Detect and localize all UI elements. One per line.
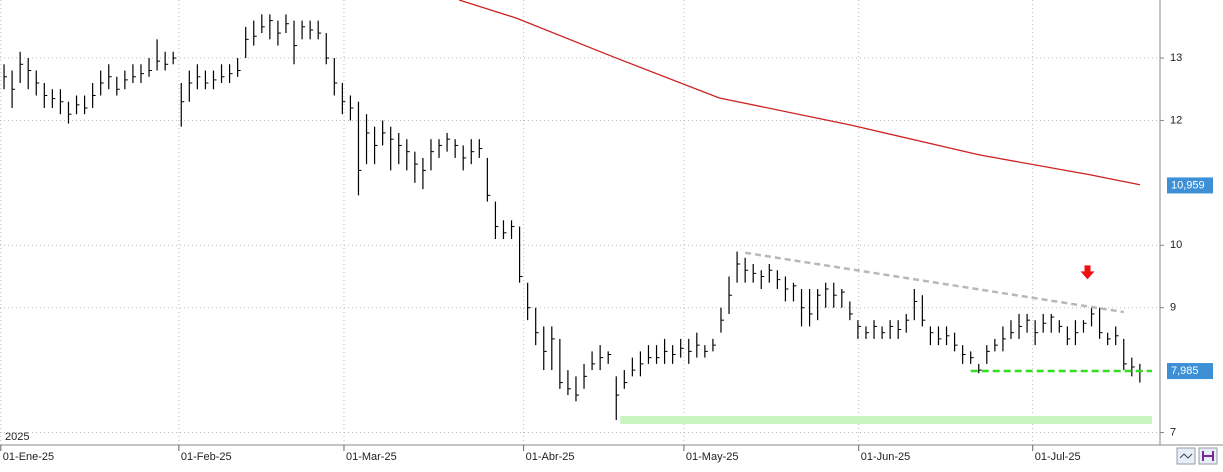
y-tick-label: 10 xyxy=(1170,239,1182,251)
zoom-icon xyxy=(1179,453,1193,459)
y-tick-label: 13 xyxy=(1170,52,1182,64)
y-tick-label: 7 xyxy=(1170,426,1176,438)
y-tick-label: 9 xyxy=(1170,302,1176,314)
support-zone xyxy=(620,416,1152,425)
x-tick-label: 01-May-25 xyxy=(686,451,739,463)
price-label: 7,985 xyxy=(1171,365,1199,377)
y-tick-label: 12 xyxy=(1170,114,1182,126)
x-tick-label: 01-Ene-25 xyxy=(3,451,54,463)
price-label-box xyxy=(1167,177,1213,194)
home-icon xyxy=(1202,451,1214,461)
moving-average xyxy=(458,0,1140,186)
toolbar xyxy=(1176,447,1218,465)
price-label: 10,959 xyxy=(1171,179,1205,191)
arrow xyxy=(1080,265,1095,280)
x-tick-label: 01-Feb-25 xyxy=(181,451,232,463)
x-tick-label: 01-Jul-25 xyxy=(1035,451,1081,463)
trendline xyxy=(744,251,1124,314)
x-tick-label: 01-Jun-25 xyxy=(861,451,911,463)
x-tick-label: 01-Mar-25 xyxy=(346,451,397,463)
price-label-box xyxy=(1167,363,1213,380)
x-tick-label: 01-Abr-25 xyxy=(526,451,575,463)
year-label: 2025 xyxy=(5,431,29,443)
